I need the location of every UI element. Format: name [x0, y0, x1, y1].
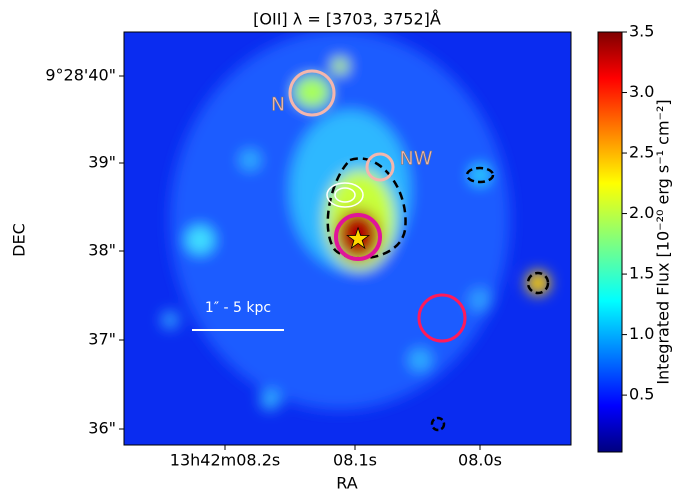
y-tick-label: 38": [88, 241, 116, 260]
colorbar-tick-label: 0.5: [629, 385, 654, 404]
image: ★: [124, 30, 571, 445]
y-label: DEC: [10, 223, 29, 257]
colorbar-label: Integrated Flux [10⁻²⁰ erg s⁻¹ cm⁻²]: [654, 99, 673, 384]
star: ★: [345, 222, 370, 255]
chart: [OII] λ = [3703, 3752]Å: [0, 0, 678, 492]
x-tick-label: 13h42m08.2s: [170, 451, 280, 470]
x-tick-label: 08.0s: [458, 451, 502, 470]
colorbar-tick-label: 2.5: [629, 143, 654, 162]
colorbar-tick-label: 2.0: [629, 203, 654, 222]
y-tick-label: 36": [88, 419, 116, 438]
scale-label: 1″ - 5 kpc: [205, 300, 271, 316]
colorbar-tick-label: 1.0: [629, 324, 654, 343]
colorbar: [598, 32, 622, 452]
colorbar-tick-label: 3.5: [629, 22, 654, 41]
title: [OII] λ = [3703, 3752]Å: [253, 10, 441, 29]
y-tick-label: 37": [88, 330, 116, 349]
page: {"chart_data": {"type": "image", "title"…: [0, 0, 678, 496]
annotation: N: [271, 94, 285, 116]
colorbar-tick-label: 1.5: [629, 264, 654, 283]
x-tick-label: 08.1s: [333, 451, 377, 470]
y-tick-label: 39": [88, 153, 116, 172]
x-label: RA: [336, 474, 357, 493]
colorbar-tick-label: 3.0: [629, 82, 654, 101]
annotation: NW: [400, 148, 433, 170]
y-tick-label: 9°28'40": [45, 66, 116, 85]
